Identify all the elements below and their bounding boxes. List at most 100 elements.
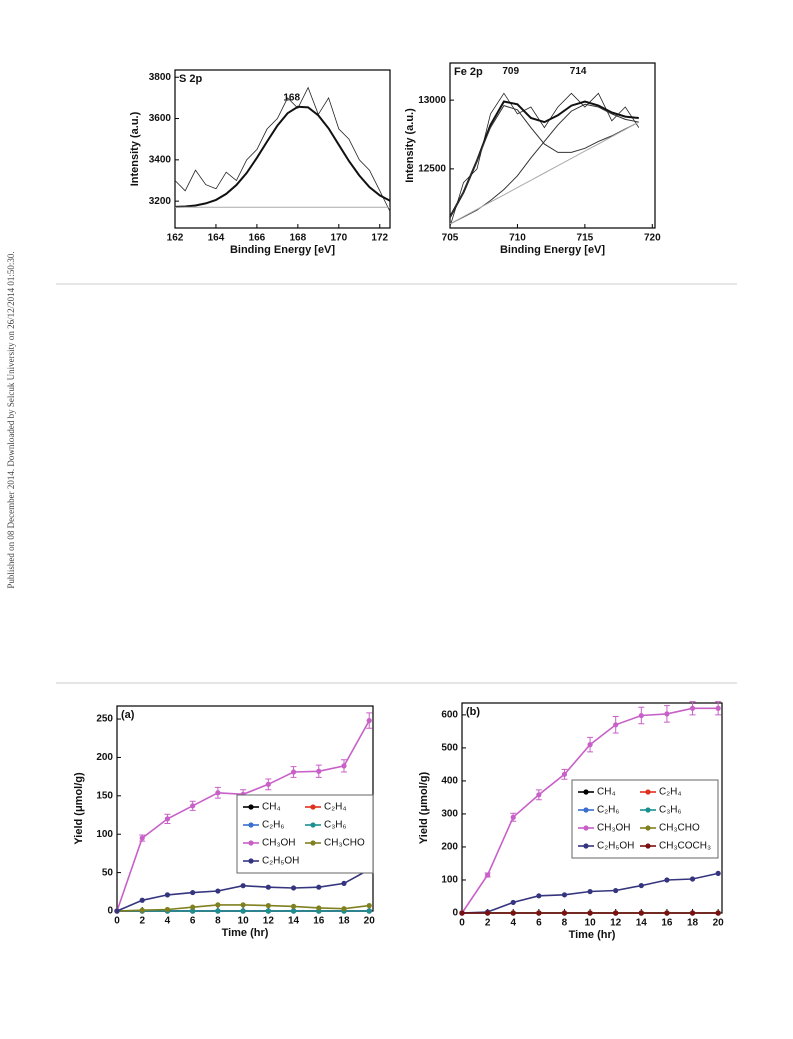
legend-label: C₂H₆ xyxy=(262,820,284,831)
point xyxy=(715,870,721,876)
legend-label: C₂H₄ xyxy=(324,802,346,813)
point xyxy=(290,908,297,914)
y-tick-label: 3400 xyxy=(149,154,172,165)
point xyxy=(316,884,322,890)
point xyxy=(190,889,196,896)
point xyxy=(190,904,196,910)
point xyxy=(139,835,145,841)
x-tick-label: 170 xyxy=(330,233,347,244)
point xyxy=(139,897,145,903)
legend-marker xyxy=(310,840,316,846)
x-tick-label: 14 xyxy=(636,918,648,929)
point xyxy=(164,892,171,898)
point xyxy=(689,876,696,882)
series-line xyxy=(449,121,640,225)
point xyxy=(190,908,196,914)
x-tick-label: 12 xyxy=(610,918,622,929)
y-tick-label: 600 xyxy=(441,710,458,721)
point xyxy=(561,892,568,898)
point xyxy=(265,903,271,909)
point xyxy=(215,908,221,914)
point xyxy=(613,887,619,894)
point xyxy=(366,908,372,914)
legend-marker xyxy=(248,858,254,864)
x-tick-label: 705 xyxy=(442,233,459,244)
x-axis-label: Time (hr) xyxy=(222,927,269,939)
y-tick-label: 3200 xyxy=(149,196,172,207)
annotation: 709 xyxy=(502,66,519,77)
point xyxy=(638,910,644,916)
x-tick-label: 18 xyxy=(687,918,699,929)
legend-label: C₃H₆ xyxy=(324,820,347,831)
legend-label: C₂H₅OH xyxy=(597,841,634,852)
point xyxy=(139,907,145,913)
series-line xyxy=(174,86,391,212)
x-tick-label: 4 xyxy=(510,918,516,929)
point xyxy=(536,893,542,899)
point xyxy=(316,768,322,774)
point xyxy=(561,910,568,916)
legend-marker xyxy=(645,789,651,795)
point xyxy=(240,902,246,908)
panel-label: (b) xyxy=(466,706,480,718)
x-tick-label: 16 xyxy=(313,916,325,927)
point xyxy=(510,899,516,906)
legend-marker xyxy=(310,822,316,828)
x-tick-label: 10 xyxy=(585,918,597,929)
x-tick-label: 6 xyxy=(536,918,542,929)
x-tick-label: 166 xyxy=(249,233,266,244)
point xyxy=(341,763,347,769)
point xyxy=(341,906,347,912)
x-tick-label: 168 xyxy=(290,233,307,244)
point xyxy=(290,885,297,891)
legend-label: CH₄ xyxy=(597,787,616,798)
x-tick-label: 162 xyxy=(167,233,184,244)
x-tick-label: 720 xyxy=(644,233,661,244)
point xyxy=(664,711,670,717)
x-tick-label: 0 xyxy=(114,916,120,927)
y-tick-label: 3600 xyxy=(149,113,172,124)
point xyxy=(366,717,372,724)
point xyxy=(190,803,196,809)
y-tick-label: 50 xyxy=(102,867,114,878)
point xyxy=(510,814,516,820)
legend-marker xyxy=(583,825,589,831)
point xyxy=(613,722,619,728)
legend-marker xyxy=(645,807,651,813)
point xyxy=(215,902,221,908)
y-axis-label: Intensity (a.u.) xyxy=(129,111,141,186)
point xyxy=(265,908,271,914)
legend-frame xyxy=(571,779,719,859)
point xyxy=(638,712,644,719)
x-tick-label: 8 xyxy=(562,918,568,929)
x-axis-label: Binding Energy [eV] xyxy=(230,244,335,256)
legend-label: CH₃OH xyxy=(262,838,296,849)
panel-label: (a) xyxy=(121,709,135,721)
legend-label: C₃H₆ xyxy=(659,805,682,816)
point xyxy=(561,771,568,777)
point xyxy=(587,910,593,916)
point xyxy=(290,903,297,909)
x-tick-label: 6 xyxy=(190,916,196,927)
sidebar-note: Published on 08 December 2014. Downloade… xyxy=(6,251,16,588)
y-tick-label: 12500 xyxy=(418,164,446,175)
legend-label: CH₃OH xyxy=(597,823,631,834)
legend-marker xyxy=(248,840,254,846)
x-tick-label: 20 xyxy=(364,916,376,927)
point xyxy=(459,910,465,916)
point xyxy=(240,883,246,889)
point xyxy=(613,910,619,916)
point xyxy=(366,903,372,909)
x-axis-label: Time (hr) xyxy=(569,929,616,941)
point xyxy=(536,910,542,916)
point xyxy=(215,888,221,894)
point xyxy=(715,705,721,711)
point xyxy=(485,910,491,916)
y-tick-label: 13000 xyxy=(418,95,446,106)
y-tick-label: 0 xyxy=(452,908,458,919)
y-tick-label: 250 xyxy=(96,714,113,725)
legend-marker xyxy=(583,843,589,849)
point xyxy=(240,908,246,914)
panel-label: S 2p xyxy=(179,73,203,85)
